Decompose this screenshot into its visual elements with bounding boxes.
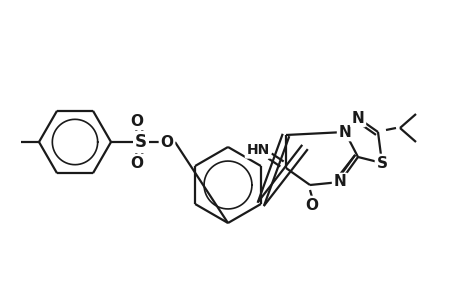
- Text: N: N: [351, 110, 364, 125]
- Text: S: S: [375, 155, 386, 170]
- Text: O: O: [130, 155, 143, 170]
- Text: O: O: [305, 197, 318, 212]
- Text: N: N: [333, 175, 346, 190]
- Text: N: N: [338, 124, 351, 140]
- Text: O: O: [160, 134, 173, 149]
- Text: O: O: [130, 113, 143, 128]
- Text: HN: HN: [246, 143, 269, 157]
- Text: S: S: [134, 133, 147, 151]
